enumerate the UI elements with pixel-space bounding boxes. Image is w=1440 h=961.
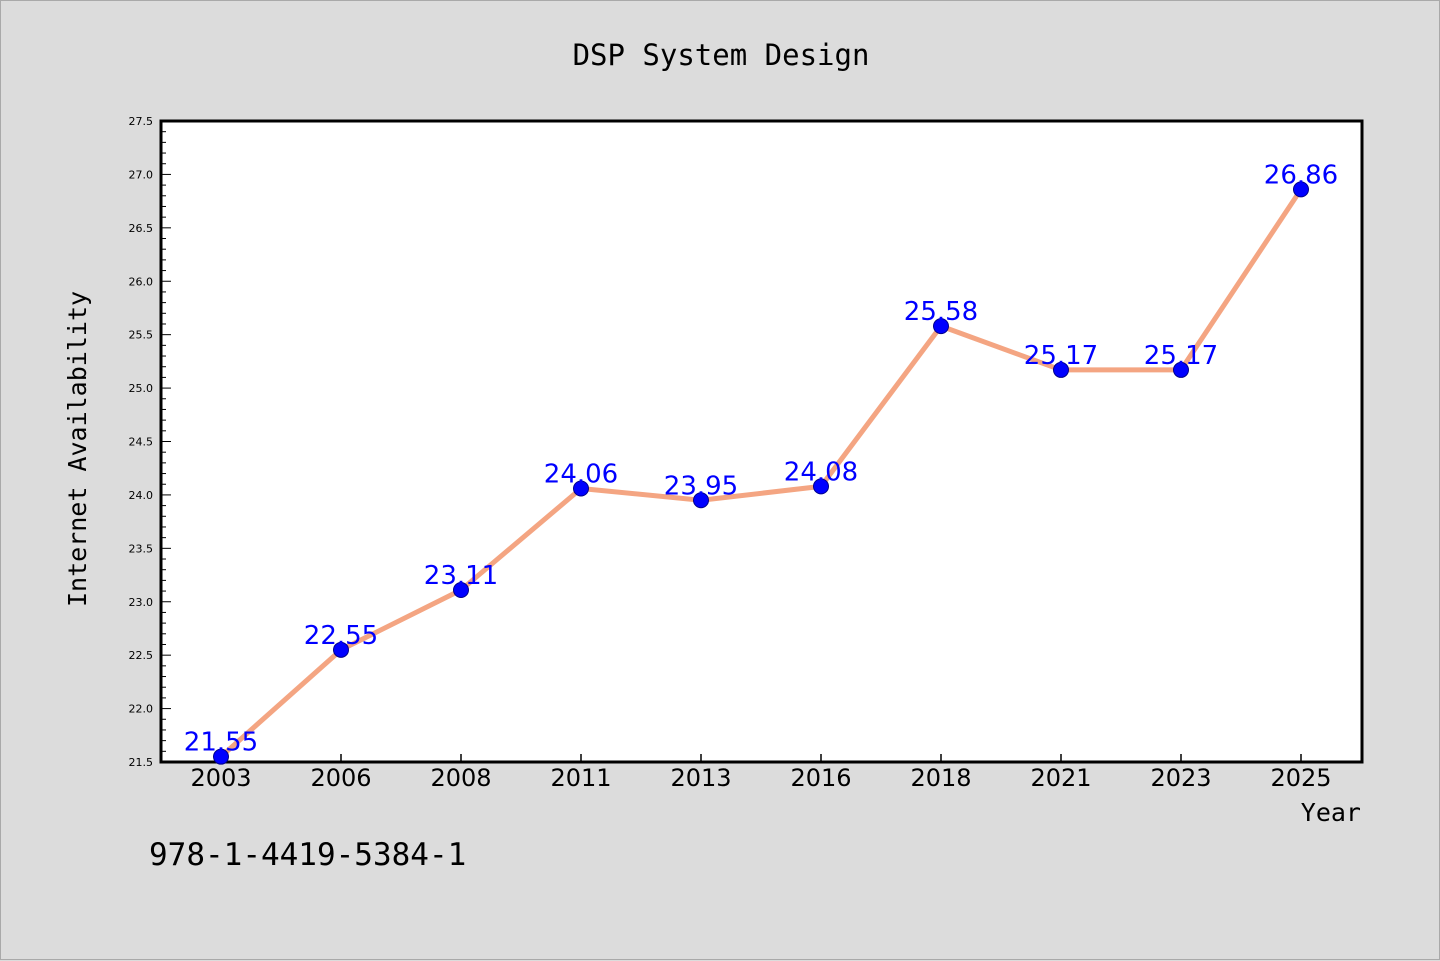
y-tick-label: 21.5 bbox=[129, 756, 154, 769]
data-label: 25.17 bbox=[1144, 341, 1218, 371]
y-tick-label: 26.5 bbox=[129, 222, 154, 235]
chart-title: DSP System Design bbox=[573, 38, 870, 72]
y-axis-title: Internet Availability bbox=[63, 291, 92, 607]
y-tick-label: 23.0 bbox=[129, 596, 154, 609]
x-tick-label: 2018 bbox=[910, 764, 971, 792]
y-tick-label: 25.0 bbox=[129, 382, 154, 395]
data-label: 24.06 bbox=[544, 460, 618, 490]
data-point bbox=[1173, 361, 1189, 378]
data-label: 26.86 bbox=[1264, 160, 1338, 190]
x-tick-label: 2021 bbox=[1030, 764, 1091, 792]
y-tick-label: 22.0 bbox=[129, 703, 154, 716]
data-label: 24.08 bbox=[784, 457, 858, 487]
data-point bbox=[813, 478, 829, 495]
data-label: 25.58 bbox=[904, 297, 978, 327]
y-tick-label: 23.5 bbox=[129, 542, 154, 555]
data-point bbox=[693, 492, 709, 509]
series-line bbox=[218, 186, 1304, 760]
x-tick-label: 2023 bbox=[1150, 764, 1211, 792]
y-tick-label: 27.5 bbox=[129, 115, 154, 128]
y-tick-label: 24.0 bbox=[129, 489, 154, 502]
x-tick-label: 2013 bbox=[670, 764, 731, 792]
x-tick-label: 2003 bbox=[190, 764, 251, 792]
y-axis: 21.5 22.0 22.5 23.0 23.5 24.0 24.5 25.0 25.5 26.0… bbox=[129, 115, 171, 769]
y-tick-label: 22.5 bbox=[129, 649, 154, 662]
data-label: 21.55 bbox=[184, 728, 258, 758]
data-point bbox=[573, 480, 589, 497]
y-tick-label: 25.5 bbox=[129, 329, 154, 342]
x-tick-label: 2016 bbox=[790, 764, 851, 792]
data-point bbox=[1293, 181, 1309, 198]
y-tick-label: 27.0 bbox=[129, 168, 154, 181]
x-tick-label: 2008 bbox=[430, 764, 491, 792]
x-tick-label: 2006 bbox=[310, 764, 371, 792]
series-layer: 21.55 22.55 23.11 24.06 23.95 24.08 25.58 25.17… bbox=[184, 160, 1338, 765]
data-label: 25.17 bbox=[1024, 341, 1098, 371]
data-point bbox=[1053, 361, 1069, 378]
data-point bbox=[213, 748, 229, 765]
data-point bbox=[333, 641, 349, 658]
plot-area bbox=[159, 119, 1364, 764]
footnote-isbn: 978-1-4419-5384-1 bbox=[149, 837, 466, 873]
x-tick-label: 2011 bbox=[550, 764, 611, 792]
data-point bbox=[933, 318, 949, 335]
y-tick-label: 24.5 bbox=[129, 436, 154, 449]
y-tick-label: 26.0 bbox=[129, 275, 154, 288]
data-label: 22.55 bbox=[304, 621, 378, 651]
x-axis: 2003 2006 2008 2011 2013 2016 2018 2021 2023 2025 bbox=[190, 754, 1332, 792]
data-label: 23.95 bbox=[664, 471, 738, 501]
x-axis-title: Year bbox=[1301, 798, 1361, 827]
x-tick-label: 2025 bbox=[1270, 764, 1331, 792]
data-label: 23.11 bbox=[424, 561, 498, 591]
data-point bbox=[453, 581, 469, 598]
